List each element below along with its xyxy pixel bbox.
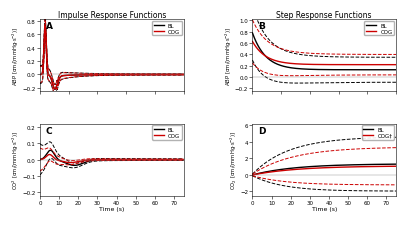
Text: D: D	[258, 126, 266, 135]
Y-axis label: ABP [cm/(mmHg·s$^{-2}$)]: ABP [cm/(mmHg·s$^{-2}$)]	[11, 27, 21, 86]
X-axis label: Time (s): Time (s)	[312, 206, 337, 211]
Y-axis label: ABP [cm/(mmHg·s$^{-2}$)]: ABP [cm/(mmHg·s$^{-2}$)]	[223, 27, 234, 86]
Legend: BL, COG: BL, COG	[152, 126, 182, 140]
Title: Step Response Functions: Step Response Functions	[276, 11, 372, 20]
Legend: BL, COG: BL, COG	[152, 22, 182, 36]
Text: C: C	[46, 126, 52, 135]
Text: A: A	[46, 22, 53, 31]
Legend: BL, COG†: BL, COG†	[362, 126, 394, 140]
Y-axis label: CO$_2$ [cm/(mmHg·s$^{-2}$)]: CO$_2$ [cm/(mmHg·s$^{-2}$)]	[228, 130, 239, 189]
Title: Impulse Response Functions: Impulse Response Functions	[58, 11, 166, 20]
Legend: BL, COG: BL, COG	[364, 22, 394, 36]
Y-axis label: CO$^2$ [cm/(mmHg·s$^{-2}$)]: CO$^2$ [cm/(mmHg·s$^{-2}$)]	[11, 130, 21, 189]
X-axis label: Time (s): Time (s)	[99, 206, 124, 211]
Text: B: B	[258, 22, 265, 31]
